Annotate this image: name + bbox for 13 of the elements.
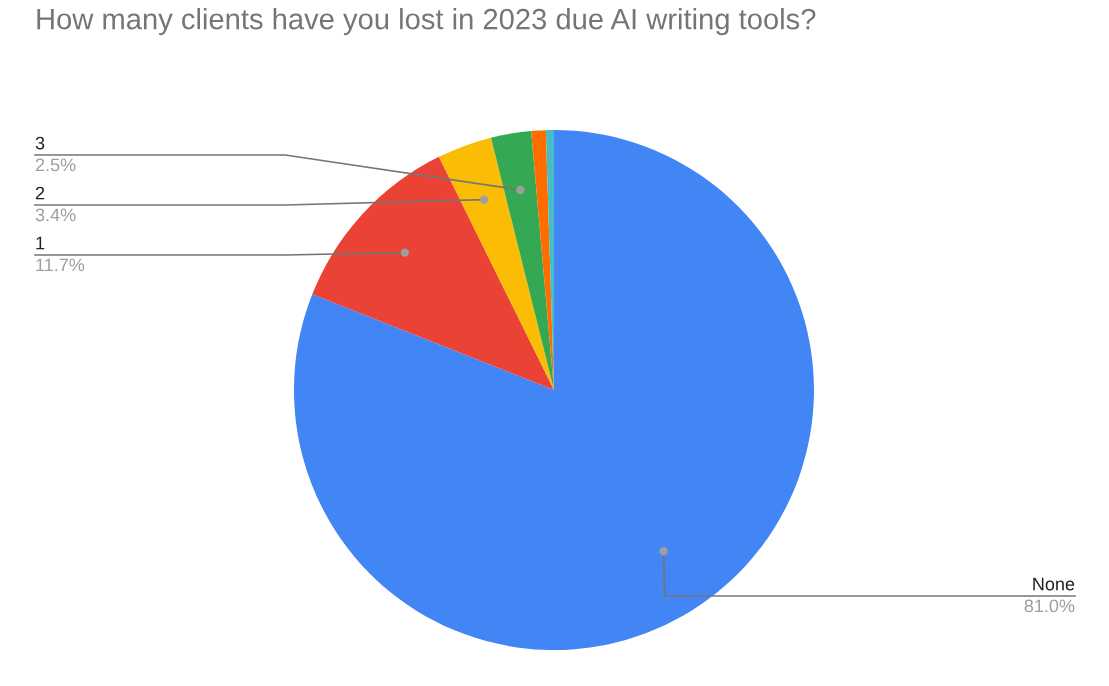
slice-label: 3 — [35, 136, 45, 150]
pie-slice — [312, 156, 554, 390]
pie-slice — [490, 131, 554, 390]
data-label: 11.7% — [36, 258, 85, 272]
pie-slice — [294, 130, 814, 650]
slice-label: None — [1033, 577, 1075, 591]
pie-slice — [438, 137, 554, 390]
slice-label: 1 — [36, 236, 45, 250]
data-label: 3.4% — [35, 208, 76, 222]
slice-label: 2 — [35, 186, 45, 200]
chart-title: How many clients have you lost in 2023 due AI writing tools? — [37, 8, 816, 36]
data-label: 2.5% — [35, 158, 76, 172]
data-label: 81.0% — [1024, 599, 1075, 613]
